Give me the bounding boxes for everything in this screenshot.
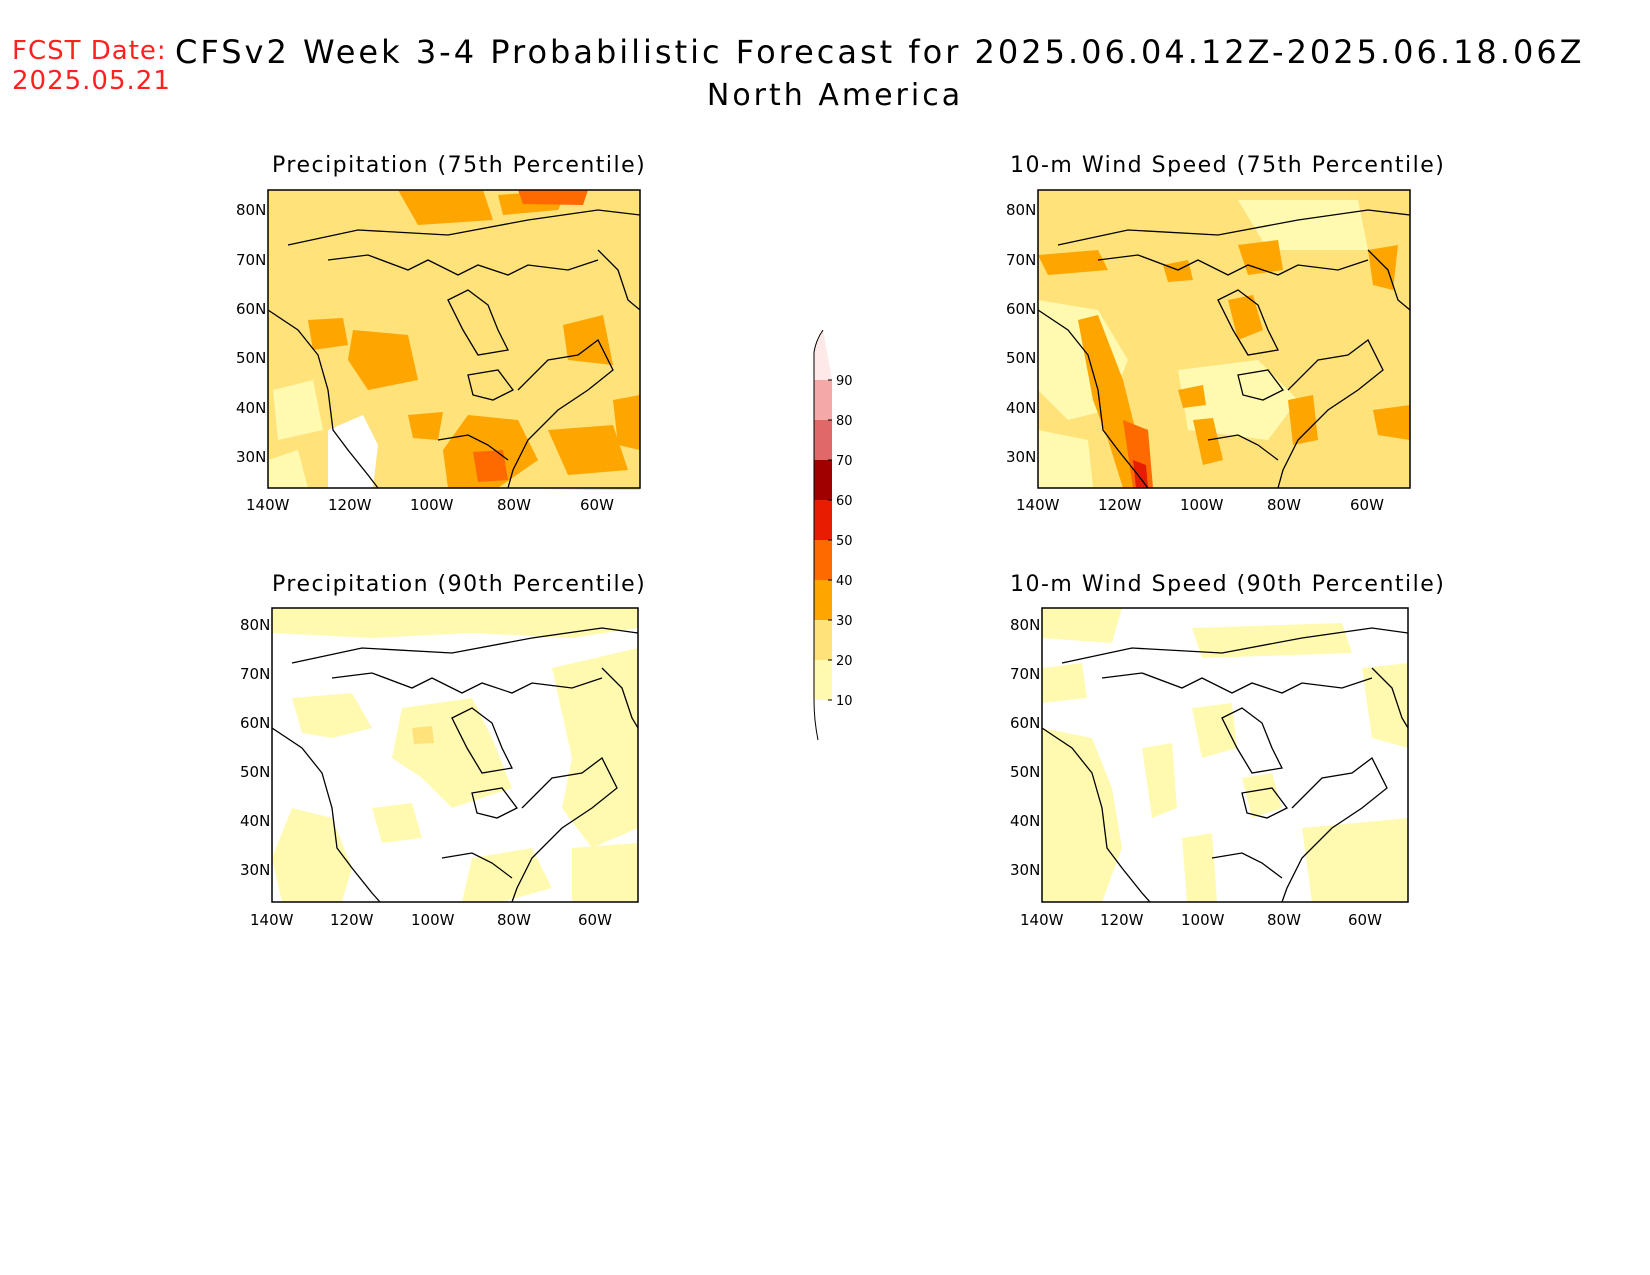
lon-tick-120w: 120W bbox=[330, 911, 374, 929]
colorbar-segment bbox=[814, 460, 832, 500]
colorbar-label: 60 bbox=[836, 494, 853, 509]
lat-tick-40n: 40N bbox=[236, 399, 266, 417]
lat-tick-50n: 50N bbox=[1010, 763, 1040, 781]
lon-tick-120w: 120W bbox=[1098, 496, 1142, 514]
main-title: CFSv2 Week 3-4 Probabilistic Forecast fo… bbox=[175, 33, 1585, 71]
lat-tick-80n: 80N bbox=[236, 201, 266, 219]
lon-tick-80w: 80W bbox=[1267, 496, 1301, 514]
colorbar-segment bbox=[814, 580, 832, 620]
map-precip75: 80N 70N 60N 50N 40N 30N 140W 120W 100W 8… bbox=[236, 189, 641, 514]
forecast-date-block: FCST Date: 2025.05.21 bbox=[12, 36, 171, 96]
lat-tick-30n: 30N bbox=[1006, 448, 1036, 466]
lat-tick-80n: 80N bbox=[1010, 616, 1040, 634]
colorbar-segment bbox=[814, 420, 832, 460]
lon-tick-60w: 60W bbox=[578, 911, 612, 929]
lon-tick-80w: 80W bbox=[1267, 911, 1301, 929]
lat-tick-70n: 70N bbox=[1010, 665, 1040, 683]
lat-tick-50n: 50N bbox=[240, 763, 270, 781]
lat-tick-60n: 60N bbox=[240, 714, 270, 732]
colorbar-label: 50 bbox=[836, 534, 853, 549]
lat-tick-30n: 30N bbox=[240, 861, 270, 879]
map-wind75: 80N 70N 60N 50N 40N 30N 140W 120W 100W 8… bbox=[1006, 189, 1411, 514]
lat-tick-60n: 60N bbox=[1006, 300, 1036, 318]
lon-tick-80w: 80W bbox=[497, 911, 531, 929]
colorbar-label: 70 bbox=[836, 454, 853, 469]
colorbar-label: 40 bbox=[836, 574, 853, 589]
lat-tick-50n: 50N bbox=[1006, 349, 1036, 367]
lon-tick-100w: 100W bbox=[410, 496, 454, 514]
colorbar-segment bbox=[814, 380, 832, 420]
lon-tick-100w: 100W bbox=[1181, 911, 1225, 929]
panel-title-wind90: 10-m Wind Speed (90th Percentile) bbox=[1010, 572, 1446, 597]
colorbar-segment bbox=[814, 500, 832, 540]
colorbar-label: 80 bbox=[836, 414, 853, 429]
lon-tick-140w: 140W bbox=[250, 911, 294, 929]
lon-tick-100w: 100W bbox=[1180, 496, 1224, 514]
lat-tick-70n: 70N bbox=[236, 251, 266, 269]
panel-title-precip75: Precipitation (75th Percentile) bbox=[272, 153, 647, 178]
lon-tick-140w: 140W bbox=[246, 496, 290, 514]
colorbar-segment bbox=[814, 540, 832, 580]
lat-tick-40n: 40N bbox=[1010, 812, 1040, 830]
lon-tick-140w: 140W bbox=[1020, 911, 1064, 929]
colorbar: 10 20 30 40 50 60 70 80 90 bbox=[813, 330, 853, 741]
lon-tick-120w: 120W bbox=[328, 496, 372, 514]
lat-tick-30n: 30N bbox=[1010, 861, 1040, 879]
lat-tick-80n: 80N bbox=[1006, 201, 1036, 219]
forecast-date-label: FCST Date: bbox=[12, 36, 167, 66]
lat-tick-60n: 60N bbox=[236, 300, 266, 318]
lon-tick-100w: 100W bbox=[411, 911, 455, 929]
lat-tick-60n: 60N bbox=[1010, 714, 1040, 732]
panel-title-precip90: Precipitation (90th Percentile) bbox=[272, 572, 647, 597]
lat-tick-30n: 30N bbox=[236, 448, 266, 466]
panel-title-wind75: 10-m Wind Speed (75th Percentile) bbox=[1010, 153, 1446, 178]
lon-tick-120w: 120W bbox=[1100, 911, 1144, 929]
lat-tick-40n: 40N bbox=[1006, 399, 1036, 417]
colorbar-tip bbox=[813, 330, 824, 353]
colorbar-segment bbox=[814, 660, 832, 700]
colorbar-segment bbox=[814, 620, 832, 660]
region-title: North America bbox=[706, 78, 964, 113]
colorbar-label: 90 bbox=[836, 374, 853, 389]
lat-tick-50n: 50N bbox=[236, 349, 266, 367]
map-wind90: 80N 70N 60N 50N 40N 30N 140W 120W 100W 8… bbox=[1010, 607, 1409, 929]
colorbar-tail bbox=[813, 699, 819, 741]
lon-tick-80w: 80W bbox=[497, 496, 531, 514]
colorbar-label: 20 bbox=[836, 654, 853, 669]
lat-tick-40n: 40N bbox=[240, 812, 270, 830]
forecast-date-value: 2025.05.21 bbox=[12, 66, 171, 96]
colorbar-segment bbox=[814, 330, 832, 380]
colorbar-label: 10 bbox=[836, 694, 853, 709]
lon-tick-140w: 140W bbox=[1016, 496, 1060, 514]
lat-tick-80n: 80N bbox=[240, 616, 270, 634]
lon-tick-60w: 60W bbox=[1350, 496, 1384, 514]
lat-tick-70n: 70N bbox=[1006, 251, 1036, 269]
lon-tick-60w: 60W bbox=[580, 496, 614, 514]
lat-tick-70n: 70N bbox=[240, 665, 270, 683]
map-precip90: 80N 70N 60N 50N 40N 30N 140W 120W 100W 8… bbox=[240, 607, 639, 929]
colorbar-label: 30 bbox=[836, 614, 853, 629]
lon-tick-60w: 60W bbox=[1348, 911, 1382, 929]
